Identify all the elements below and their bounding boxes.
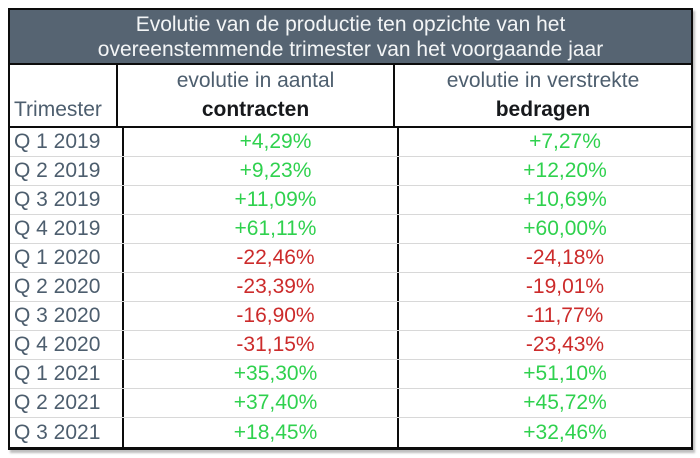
contracts-value: +11,09% [124, 186, 399, 214]
column-header-contracts-bottom: contracten [201, 98, 310, 121]
trimester-cell: Q 2 2020 [10, 273, 124, 301]
table-row: Q 2 2020 -23,39% -19,01% [10, 273, 691, 302]
production-evolution-table: Evolutie van de productie ten opzichte v… [8, 8, 693, 450]
amounts-value: -23,43% [525, 333, 605, 356]
trimester-cell: Q 1 2019 [10, 128, 124, 156]
amounts-value: +51,10% [523, 362, 607, 385]
table-row: Q 2 2021 +37,40% +45,72% [10, 389, 691, 418]
table-body: Q 1 2019 +4,29% +7,27% Q 2 2019 +9,23% +… [10, 128, 691, 447]
column-header-amounts: evolutie in verstrekte bedragen [395, 65, 691, 126]
table-row: Q 1 2021 +35,30% +51,10% [10, 360, 691, 389]
amounts-value: -24,18% [525, 246, 605, 269]
table-row: Q 3 2019 +11,09% +10,69% [10, 186, 691, 215]
trimester-cell: Q 3 2020 [10, 302, 124, 330]
contracts-value: +18,45% [124, 418, 399, 447]
trimester-cell: Q 4 2020 [10, 331, 124, 359]
column-header-trimester: Trimester [10, 65, 118, 126]
trimester-cell: Q 2 2019 [10, 157, 124, 185]
amounts-value: +60,00% [523, 217, 607, 240]
table-title-banner: Evolutie van de productie ten opzichte v… [10, 10, 691, 65]
contracts-value: +4,29% [124, 128, 399, 156]
column-header-amounts-top: evolutie in verstrekte [446, 69, 640, 92]
table-row: Q 4 2019 +61,11% +60,00% [10, 215, 691, 244]
contracts-value: +35,30% [124, 360, 399, 388]
column-header-amounts-bottom: bedragen [495, 98, 591, 121]
contracts-value: +9,23% [124, 157, 399, 185]
trimester-cell: Q 1 2020 [10, 244, 124, 272]
table-row: Q 3 2021 +18,45% +32,46% [10, 418, 691, 447]
trimester-cell: Q 1 2021 [10, 360, 124, 388]
table-header-row: Trimester evolutie in aantal contracten … [10, 65, 691, 128]
contracts-value: +61,11% [124, 215, 399, 243]
table-title-line1: Evolutie van de productie ten opzichte v… [135, 12, 566, 36]
trimester-cell: Q 3 2021 [10, 418, 124, 447]
contracts-value: -22,46% [124, 244, 399, 272]
contracts-value: -23,39% [124, 273, 399, 301]
trimester-cell: Q 4 2019 [10, 215, 124, 243]
table-row: Q 2 2019 +9,23% +12,20% [10, 157, 691, 186]
amounts-value: +45,72% [523, 391, 607, 414]
contracts-value: -16,90% [124, 302, 399, 330]
column-header-contracts: evolutie in aantal contracten [118, 65, 395, 126]
contracts-value: +37,40% [124, 389, 399, 417]
table-row: Q 1 2020 -22,46% -24,18% [10, 244, 691, 273]
amounts-value: +32,46% [523, 420, 607, 444]
amounts-value: +12,20% [523, 159, 607, 182]
table-row: Q 1 2019 +4,29% +7,27% [10, 128, 691, 157]
column-header-contracts-top: evolutie in aantal [176, 69, 335, 92]
amounts-value: +10,69% [523, 188, 607, 211]
amounts-value: -19,01% [525, 275, 605, 298]
amounts-value: -11,77% [526, 304, 604, 327]
amounts-value: +7,27% [529, 130, 601, 153]
table-row: Q 4 2020 -31,15% -23,43% [10, 331, 691, 360]
contracts-value: -31,15% [124, 331, 399, 359]
trimester-cell: Q 3 2019 [10, 186, 124, 214]
table-row: Q 3 2020 -16,90% -11,77% [10, 302, 691, 331]
trimester-cell: Q 2 2021 [10, 389, 124, 417]
table-title-line2: overeenstemmende trimester van het voorg… [97, 37, 604, 61]
